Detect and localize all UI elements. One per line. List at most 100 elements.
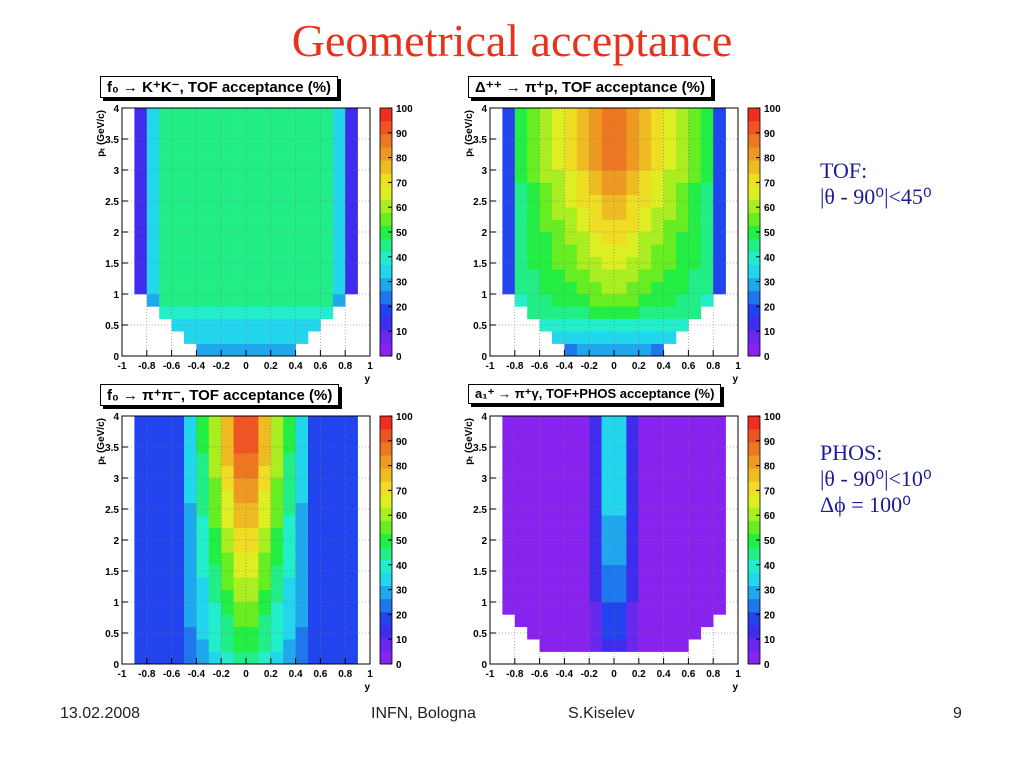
- heatmap-cell: [626, 639, 640, 652]
- heatmap-cell: [663, 527, 677, 541]
- heatmap-cell: [233, 428, 247, 442]
- heatmap-cell: [564, 552, 578, 566]
- heatmap-cell: [638, 602, 652, 615]
- heatmap-cell: [527, 515, 540, 528]
- heatmap-cell: [576, 232, 590, 245]
- heatmap-cell: [171, 527, 185, 541]
- heatmap-cell: [601, 614, 615, 628]
- heatmap-cell: [539, 515, 553, 528]
- heatmap-cell: [184, 527, 197, 541]
- heatmap-cell: [663, 294, 677, 307]
- heatmap-cell: [564, 428, 578, 442]
- heatmap-cell: [283, 294, 296, 307]
- heatmap-cell: [295, 157, 309, 171]
- heatmap-cell: [159, 428, 172, 442]
- colorbar-segment: [748, 637, 760, 652]
- y-tick-label: 3: [113, 474, 119, 485]
- heatmap-cell: [552, 540, 565, 553]
- heatmap-cell: [651, 132, 664, 146]
- heatmap-cell: [564, 440, 578, 454]
- heatmap-cell: [134, 478, 148, 491]
- heatmap-cell: [663, 589, 677, 603]
- heatmap-cell: [713, 478, 726, 491]
- heatmap-cell: [270, 478, 284, 491]
- heatmap-cell: [527, 170, 540, 183]
- heatmap-cell: [589, 589, 602, 603]
- heatmap-cell: [308, 145, 321, 158]
- heatmap-cell: [539, 108, 553, 121]
- heatmap-cell: [246, 318, 259, 332]
- heatmap-cell: [626, 281, 640, 295]
- heatmap-cell: [258, 465, 272, 479]
- heatmap-cell: [688, 527, 702, 541]
- heatmap-svg: -1 -0.8 -0.6 -0.4 -0.2 0 0.2 0.4 0.6 0.8 100.511.5…: [96, 104, 413, 385]
- heatmap-cell: [688, 540, 702, 553]
- heatmap-cell: [258, 120, 272, 134]
- heatmap-cell: [589, 490, 602, 504]
- heatmap-cell: [320, 244, 334, 258]
- heatmap-cell: [638, 281, 652, 295]
- heatmap-cell: [208, 219, 222, 233]
- heatmap-cell: [626, 232, 640, 245]
- heatmap-cell: [208, 120, 222, 134]
- heatmap-cell: [345, 465, 358, 479]
- heatmap-cell: [208, 540, 222, 553]
- heatmap-cell: [258, 540, 272, 553]
- heatmap-cell: [246, 540, 259, 553]
- heatmap-cell: [270, 416, 284, 429]
- heatmap-cell: [283, 589, 296, 603]
- x-tick-label: 0.2: [632, 669, 646, 680]
- heatmap-cell: [614, 515, 627, 528]
- heatmap-cell: [146, 502, 160, 516]
- heatmap-cell: [700, 219, 714, 233]
- heatmap-cell: [258, 182, 272, 196]
- colorbar-segment: [380, 147, 392, 161]
- colorbar-tick-label: 30: [396, 278, 408, 289]
- heatmap-cell: [589, 207, 602, 220]
- heatmap-cell: [134, 552, 148, 566]
- heatmap-cell: [552, 440, 565, 454]
- colorbar-segment: [380, 520, 392, 534]
- heatmap-cell: [688, 552, 702, 566]
- heatmap-cell: [601, 552, 615, 566]
- heatmap-cell: [700, 244, 714, 258]
- heatmap-cell: [270, 626, 284, 640]
- heatmap-cell: [159, 651, 172, 665]
- heatmap-cell: [626, 219, 640, 233]
- heatmap-cell: [208, 552, 222, 566]
- y-axis-label: pₜ (GeV/c): [464, 110, 475, 157]
- heatmap-cell: [564, 207, 578, 220]
- heatmap-cell: [184, 639, 197, 652]
- heatmap-cell: [270, 294, 284, 307]
- heatmap-cell: [283, 602, 296, 615]
- heatmap-cell: [502, 182, 516, 196]
- heatmap-cell: [700, 564, 714, 578]
- heatmap-cell: [208, 145, 222, 158]
- colorbar-tick-label: 10: [764, 327, 776, 338]
- heatmap-cell: [196, 639, 210, 652]
- heatmap-cell: [700, 170, 714, 183]
- heatmap-cell: [502, 515, 516, 528]
- heatmap-cell: [502, 453, 516, 466]
- heatmap-cell: [663, 552, 677, 566]
- heatmap-cell: [552, 207, 565, 220]
- heatmap-cell: [295, 232, 309, 245]
- heatmap-cell: [663, 281, 677, 295]
- heatmap-cell: [184, 453, 197, 466]
- heatmap-cell: [171, 540, 185, 553]
- heatmap-cell: [527, 490, 540, 504]
- heatmap-cell: [283, 132, 296, 146]
- heatmap-cell: [589, 219, 602, 233]
- heatmap-cell: [626, 120, 640, 134]
- x-tick-label: -0.6: [163, 361, 181, 372]
- heatmap-cell: [221, 207, 234, 220]
- heatmap-cell: [171, 244, 185, 258]
- heatmap-cell: [527, 453, 540, 466]
- heatmap-cell: [134, 269, 148, 282]
- heatmap-cell: [221, 614, 234, 628]
- heatmap-cell: [233, 416, 247, 429]
- heatmap-cell: [700, 490, 714, 504]
- heatmap-cell: [614, 540, 627, 553]
- heatmap-cell: [552, 626, 565, 640]
- heatmap-cell: [258, 281, 272, 295]
